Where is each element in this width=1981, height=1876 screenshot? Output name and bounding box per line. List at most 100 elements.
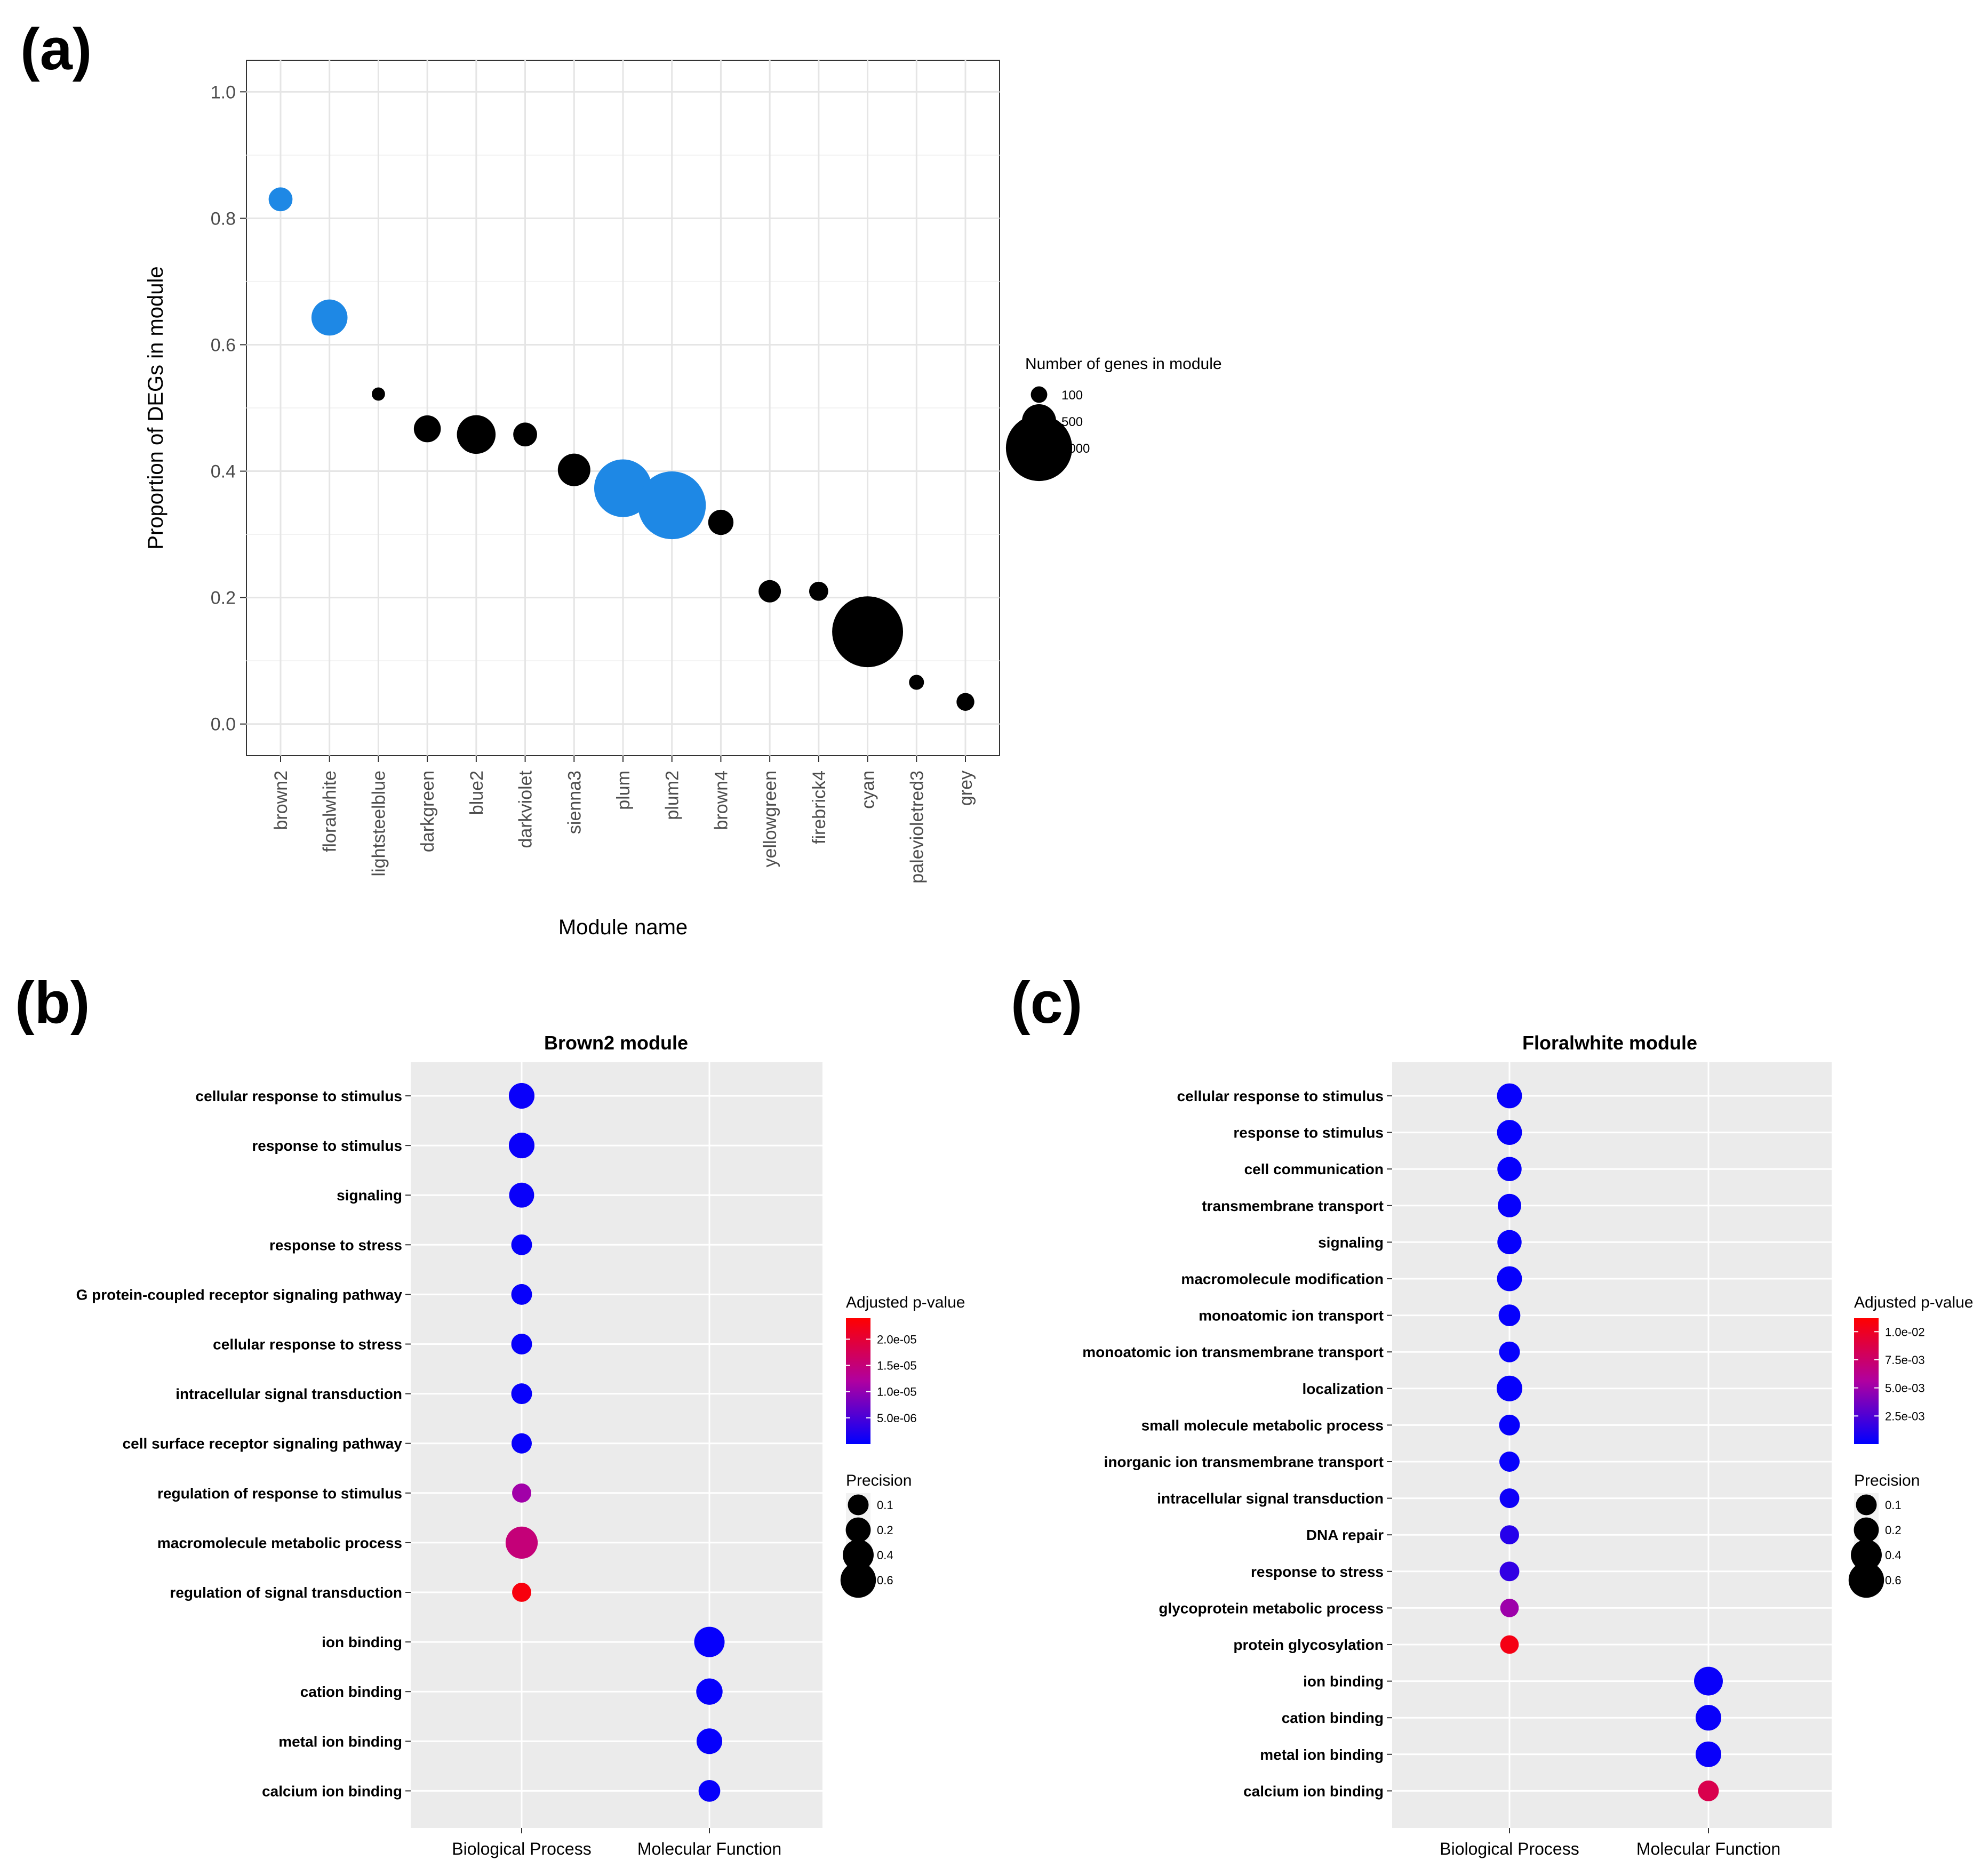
- panel-c-chart: Floralwhite module cellular response to …: [1082, 1032, 1973, 1858]
- panel-a-y-ticks: 0.0 0.2 0.4 0.6 0.8 1.0: [211, 82, 246, 735]
- panel-b-size-legend: Precision 0.1 0.2 0.4 0.6: [840, 1472, 912, 1598]
- point-response-to-stimulus: [1497, 1120, 1522, 1145]
- colorbar-label: 5.0e-03: [1885, 1382, 1925, 1395]
- category-label: Molecular Function: [1636, 1839, 1780, 1858]
- point-cation-binding: [696, 1678, 723, 1705]
- colorbar-label: 1.5e-05: [877, 1359, 917, 1373]
- point-sienna3: [557, 453, 590, 486]
- x-tick-label: plum2: [662, 771, 683, 820]
- panel-c-color-legend: Adjusted p-value 1.0e-02 7.5e-03 5.0e-03 2.…: [1854, 1294, 1973, 1444]
- legend-label: 2000: [1061, 442, 1090, 456]
- y-tick-label: 1.0: [211, 82, 236, 102]
- y-tick-label: 0.6: [211, 335, 236, 355]
- size-legend-key-0.4: [1851, 1540, 1882, 1570]
- panel-a-y-axis-title: Proportion of DEGs in module: [144, 266, 167, 549]
- colorbar-label: 7.5e-03: [1885, 1353, 1925, 1367]
- point-calcium-ion-binding: [698, 1780, 721, 1802]
- term-label: response to stimulus: [252, 1137, 402, 1154]
- point-inorganic-ion-transmembrane-transport: [1499, 1452, 1520, 1472]
- point-signaling: [509, 1182, 534, 1208]
- term-label: inorganic ion transmembrane transport: [1104, 1454, 1384, 1470]
- panel-label-c: (c): [1011, 970, 1082, 1036]
- colorbar-label: 1.0e-02: [1885, 1325, 1925, 1338]
- size-legend-label: 0.1: [877, 1498, 893, 1512]
- point-monoatomic-ion-transport: [1498, 1304, 1521, 1326]
- x-tick-label: darkgreen: [418, 771, 438, 852]
- x-tick-label: blue2: [467, 771, 487, 815]
- point-brown2: [268, 187, 293, 212]
- size-legend-key-0.2: [1854, 1517, 1879, 1543]
- term-label: signaling: [337, 1187, 402, 1204]
- point-ion-binding: [694, 1626, 725, 1657]
- point-intracellular-signal-transduction: [511, 1383, 532, 1405]
- term-label: G protein-coupled receptor signaling pat…: [76, 1286, 403, 1303]
- panel-b-color-legend: Adjusted p-value 2.0e-05 1.5e-05 1.0e-05 5.…: [846, 1294, 965, 1444]
- term-label: transmembrane transport: [1202, 1198, 1384, 1214]
- size-legend-label: 0.4: [877, 1549, 893, 1562]
- term-label: cell surface receptor signaling pathway: [123, 1436, 403, 1452]
- term-label: macromolecule modification: [1181, 1271, 1384, 1287]
- point-ion-binding: [1694, 1666, 1723, 1696]
- x-tick-label: brown2: [271, 771, 291, 830]
- x-tick-label: lightsteelblue: [369, 771, 389, 876]
- point-plum2: [638, 471, 706, 540]
- point-protein-glycosylation: [1500, 1635, 1519, 1654]
- size-legend-label: 0.6: [1885, 1574, 1902, 1587]
- term-label: monoatomic ion transport: [1199, 1308, 1384, 1324]
- size-legend-label: 0.4: [1885, 1549, 1902, 1562]
- x-tick-label: yellowgreen: [760, 771, 780, 867]
- panel-c-color-legend-title: Adjusted p-value: [1854, 1294, 1973, 1311]
- size-legend-label: 0.2: [877, 1524, 893, 1537]
- legend-label: 100: [1061, 388, 1083, 403]
- colorbar-label: 5.0e-06: [877, 1412, 917, 1425]
- panel-a-x-axis-title: Module name: [558, 916, 688, 939]
- category-label: Molecular Function: [637, 1839, 781, 1858]
- x-tick-label: darkviolet: [516, 770, 536, 848]
- x-tick-label: floralwhite: [320, 771, 340, 852]
- term-label: localization: [1303, 1381, 1384, 1397]
- point-intracellular-signal-transduction: [1499, 1488, 1520, 1509]
- panel-label-b: (b): [15, 970, 90, 1036]
- point-darkviolet: [513, 422, 537, 447]
- size-legend-key-0.1: [848, 1494, 869, 1516]
- term-label: cation binding: [300, 1683, 402, 1700]
- x-tick-label: palevioletred3: [907, 771, 927, 884]
- x-tick-label: firebrick4: [809, 771, 829, 844]
- term-label: signaling: [1318, 1234, 1384, 1250]
- point-macromolecule-modification: [1497, 1266, 1522, 1292]
- point-response-to-stress: [511, 1234, 532, 1255]
- panel-b-size-legend-title: Precision: [846, 1472, 912, 1489]
- point-firebrick4: [809, 581, 828, 601]
- term-label: regulation of response to stimulus: [157, 1485, 402, 1502]
- panel-c-title: Floralwhite module: [1522, 1032, 1697, 1054]
- term-label: response to stress: [269, 1237, 402, 1253]
- point-floralwhite: [311, 299, 348, 336]
- point-cell-communication: [1497, 1157, 1522, 1181]
- panel-c-grid: [1392, 1062, 1832, 1828]
- point-plum: [594, 459, 652, 517]
- point-grey: [956, 693, 974, 711]
- term-label: cellular response to stimulus: [196, 1088, 402, 1104]
- panel-c-x-ticks: Biological Process Molecular Function: [1440, 1828, 1780, 1858]
- panel-c-colorbar: [1854, 1318, 1879, 1444]
- panel-b-chart: Brown2 module cellular response to stimu…: [76, 1032, 965, 1858]
- point-brown4: [708, 509, 734, 535]
- term-label: cellular response to stress: [213, 1336, 402, 1353]
- point-metal-ion-binding: [1695, 1741, 1722, 1767]
- term-label: intracellular signal transduction: [175, 1386, 402, 1402]
- x-tick-label: sienna3: [564, 771, 585, 834]
- size-legend-label: 0.2: [1885, 1524, 1902, 1537]
- point-localization: [1496, 1375, 1523, 1401]
- panel-b-color-legend-title: Adjusted p-value: [846, 1294, 965, 1311]
- point-response-to-stress: [1499, 1561, 1520, 1582]
- point-response-to-stimulus: [508, 1133, 535, 1159]
- term-label: small molecule metabolic process: [1141, 1417, 1384, 1433]
- point-monoatomic-ion-transmembrane-transport: [1499, 1341, 1520, 1362]
- point-regulation-of-signal-transduction: [512, 1583, 531, 1602]
- term-label: intracellular signal transduction: [1157, 1490, 1384, 1507]
- panel-b-points: [505, 1083, 725, 1802]
- point-cation-binding: [1695, 1705, 1722, 1731]
- point-yellowgreen: [758, 580, 781, 603]
- term-label: monoatomic ion transmembrane transport: [1082, 1344, 1384, 1360]
- panel-a-x-ticks: brown2 floralwhite lightsteelblue darkgreen…: [271, 756, 976, 884]
